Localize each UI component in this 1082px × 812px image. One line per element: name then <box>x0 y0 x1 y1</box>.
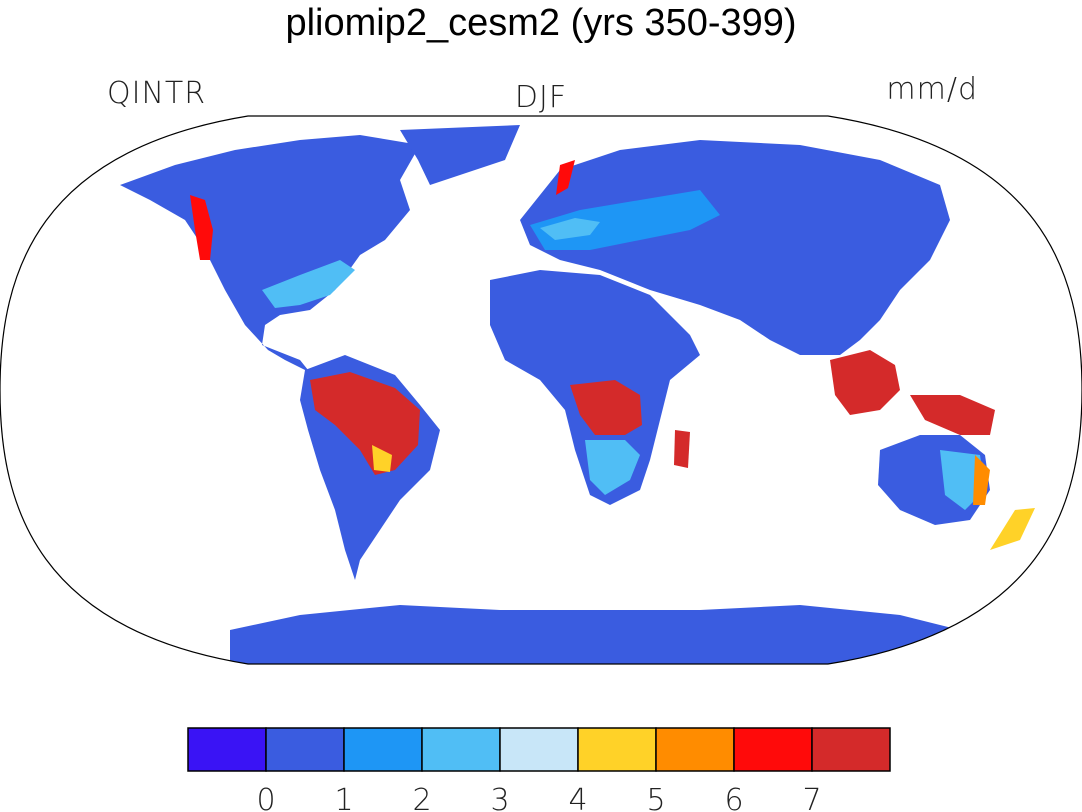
colorbar-box-7 <box>733 727 813 772</box>
map-outline <box>0 115 1082 665</box>
plot-title: pliomip2_cesm2 (yrs 350-399) <box>285 2 797 44</box>
colorbar-tick-label: 5 <box>646 783 665 812</box>
colorbar-box-5 <box>577 727 657 772</box>
colorbar-box-8 <box>811 727 891 772</box>
colorbar-ticks: 0 1 2 3 4 5 6 7 <box>256 783 821 812</box>
africa-central-red <box>570 380 642 435</box>
na-east-light <box>262 260 355 308</box>
new-zealand <box>990 508 1035 550</box>
madagascar <box>674 430 690 468</box>
colorbar-tick-label: 6 <box>724 783 743 812</box>
sa-yellow-edge <box>372 445 392 472</box>
colorbar: 0 1 2 3 4 5 6 7 <box>187 727 891 812</box>
eurasia <box>520 140 950 355</box>
colorbar-tick-label: 3 <box>490 783 509 812</box>
europe-paler <box>540 218 600 240</box>
australia-east-coast <box>973 455 990 505</box>
new-guinea <box>910 395 995 435</box>
colorbar-box-3 <box>421 727 501 772</box>
norway-coast <box>556 160 575 195</box>
colorbar-box-2 <box>343 727 423 772</box>
antarctica <box>230 605 960 664</box>
units-label: mm/d <box>886 72 978 107</box>
colorbar-tick-label: 1 <box>334 783 353 812</box>
se-asia-red <box>830 350 900 415</box>
africa-south-light <box>585 440 640 495</box>
colorbar-box-1 <box>265 727 345 772</box>
colorbar-box-0 <box>187 727 267 772</box>
colorbar-box-6 <box>655 727 735 772</box>
amazon-core <box>310 372 420 475</box>
world-map <box>0 115 1082 665</box>
greenland <box>400 125 520 185</box>
variable-label: QINTR <box>107 76 207 111</box>
colorbar-tick-label: 4 <box>568 783 587 812</box>
colorbar-box-4 <box>499 727 579 772</box>
colorbar-tick-label: 2 <box>412 783 431 812</box>
colorbar-boxes <box>187 727 891 772</box>
colorbar-tick-label: 0 <box>256 783 275 812</box>
colorbar-tick-label: 7 <box>802 783 821 812</box>
season-label: DJF <box>514 80 568 115</box>
na-west-coast <box>190 195 213 260</box>
